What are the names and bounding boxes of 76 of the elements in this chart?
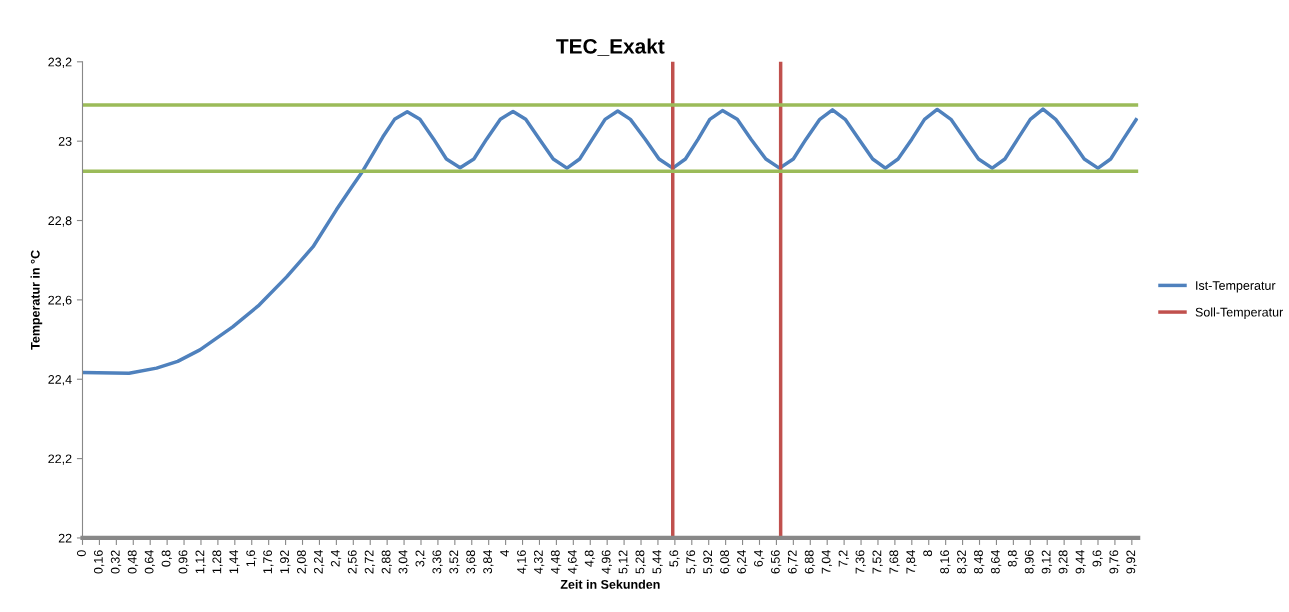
x-tick-label: 3,2	[415, 550, 426, 567]
x-tick-label: 9,44	[1075, 550, 1086, 574]
x-tick-label: 2,08	[297, 550, 308, 574]
x-tick-label: 1,76	[263, 550, 274, 574]
x-tick-label: 0	[77, 550, 86, 557]
x-tick-label: 7,84	[906, 550, 917, 574]
x-tick-label: 0,48	[127, 550, 139, 574]
x-tick-label: 0,32	[110, 550, 122, 574]
x-tick-label: 0,96	[178, 550, 189, 574]
y-tick-label: 22,2	[48, 454, 72, 465]
x-tick-label: 4,96	[601, 550, 612, 574]
x-tick-label: 4,8	[584, 550, 596, 567]
x-tick-label: 5,92	[703, 550, 714, 574]
x-tick-label: 3,68	[466, 550, 477, 574]
y-tick-label: 23	[58, 136, 72, 146]
x-tick-label: 2,4	[330, 550, 342, 567]
y-tick-label: 22,6	[48, 295, 72, 307]
legend-label: Soll-Temperatur	[1195, 307, 1284, 320]
x-tick-label: 4,32	[533, 550, 545, 574]
x-tick-label: 0,8	[161, 550, 172, 567]
x-tick-label: 3,36	[432, 550, 443, 574]
x-tick-label: 8,16	[940, 550, 951, 574]
x-tick-label: 2,56	[347, 550, 359, 574]
x-tick-label: 0,64	[144, 550, 156, 574]
x-tick-label: 3,84	[483, 550, 494, 574]
x-tick-label: 4,16	[517, 550, 528, 574]
line-series	[82, 107, 1138, 376]
x-tick-label: 7,04	[821, 550, 833, 574]
x-tick-label: 8,96	[1024, 550, 1036, 574]
x-tick-label: 7,68	[889, 550, 900, 574]
x-tick-label: 7,36	[855, 550, 866, 574]
x-tick-label: 9,92	[1126, 550, 1137, 574]
x-tick-label: 6,56	[770, 550, 782, 574]
y-tick-label: 22	[58, 533, 72, 543]
x-tick-label: 4,64	[567, 550, 579, 574]
x-tick-label: 1,92	[280, 550, 291, 574]
x-tick-label: 8,32	[957, 550, 968, 574]
x-tick-label: 6,24	[737, 550, 748, 574]
x-tick-label: 3,52	[449, 550, 460, 574]
x-tick-label: 7,52	[872, 550, 883, 574]
x-tick-label: 5,6	[669, 550, 680, 567]
x-tick-label: 6,88	[804, 550, 816, 574]
x-tick-label: 8,64	[990, 550, 1002, 574]
x-tick-label: 5,28	[635, 550, 646, 574]
x-tick-label: 5,12	[618, 550, 629, 574]
x-tick-label: 9,12	[1041, 550, 1053, 574]
x-tick-label: 8	[923, 550, 933, 557]
x-tick-label: 6,08	[720, 550, 731, 574]
x-tick-label: 4,48	[550, 550, 562, 574]
x-tick-label: 1,12	[195, 550, 206, 574]
y-tick-label: 22,8	[48, 216, 72, 227]
x-tick-label: 6,4	[754, 550, 765, 567]
x-tick-label: 8,8	[1007, 550, 1019, 567]
x-tick-label: 1,28	[212, 550, 223, 574]
x-axis-title: Zeit in Sekunden	[560, 579, 660, 589]
x-tick-label: 0,16	[93, 550, 105, 574]
x-tick-label: 1,44	[229, 550, 240, 574]
x-tick-label: 9,6	[1092, 550, 1103, 567]
x-tick-label: 5,44	[652, 550, 663, 574]
x-tick-label: 9,76	[1109, 550, 1120, 574]
y-tick-label: 23,2	[48, 57, 72, 68]
x-tick-label: 8,48	[974, 550, 985, 574]
x-tick-label: 5,76	[686, 550, 697, 574]
x-tick-label: 1,6	[246, 550, 257, 567]
legend-label: Ist-Temperatur	[1196, 281, 1276, 293]
x-tick-label: 6,72	[787, 550, 799, 574]
chart-title: TEC_Exakt	[556, 38, 665, 57]
x-tick-label: 7,2	[838, 550, 849, 567]
x-tick-label: 2,72	[364, 550, 376, 574]
x-tick-label: 4	[500, 550, 509, 557]
y-axis-title: Temperatur in °C	[30, 250, 43, 350]
y-tick-label: 22,4	[48, 375, 72, 386]
x-tick-label: 3,04	[398, 550, 409, 574]
x-tick-label: 2,24	[313, 550, 325, 574]
x-tick-label: 9,28	[1058, 550, 1069, 574]
x-tick-label: 2,88	[381, 550, 392, 574]
